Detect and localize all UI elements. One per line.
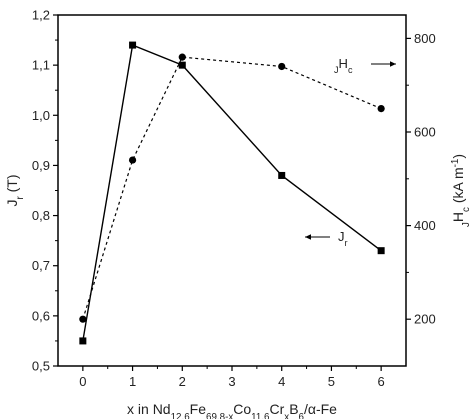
arrow-head-icon [305,234,311,240]
x-tick-label: 1 [129,374,136,389]
y-right-tick-label: 800 [414,31,436,46]
point-jr [79,337,87,345]
point-jhc [79,315,87,323]
x-axis-title: x in Nd12.6Fe69.8-xCo11.6CrxB6/α-Fe [127,401,337,419]
y-left-tick-label: 0,8 [32,208,50,223]
y-left-tick-label: 0,5 [32,359,50,374]
y-right-axis-title: JHc (kA m-1) [450,154,472,227]
point-jhc [128,156,137,164]
annotation-jr: Jr [305,229,348,248]
point-jhc [178,53,186,61]
x-tick-label: 0 [79,374,86,389]
point-jr [178,61,186,69]
point-jr [377,247,385,255]
y-left-tick-label: 1,1 [32,58,50,73]
y-left-tick-label: 1,2 [32,8,50,23]
annotation-label: JHc [334,56,353,75]
annotation-jhc: JHc [334,56,396,75]
arrow-head-icon [390,61,396,67]
y-left-axis-title: Jr (T) [4,174,26,206]
x-tick-label: 5 [328,374,335,389]
y-left-tick-label: 1,0 [32,108,50,123]
point-jr [278,171,286,179]
series-line-jhc [82,56,382,320]
x-tick-label: 4 [278,374,285,389]
x-tick-label: 2 [179,374,186,389]
y-left-tick-label: 0,9 [32,158,50,173]
plot-frame [57,14,407,367]
point-jhc [377,105,385,113]
y-left-tick-label: 0,6 [32,308,50,323]
y-left-tick-label: 0,7 [32,258,50,273]
y-right-tick-label: 400 [414,218,436,233]
x-tick-label: 3 [228,374,235,389]
annotation-label: Jr [338,229,348,248]
point-jhc [278,62,286,71]
y-right-tick-label: 200 [414,312,436,327]
y-right-tick-label: 600 [414,125,436,140]
point-jr [129,41,137,49]
x-tick-label: 6 [378,374,385,389]
